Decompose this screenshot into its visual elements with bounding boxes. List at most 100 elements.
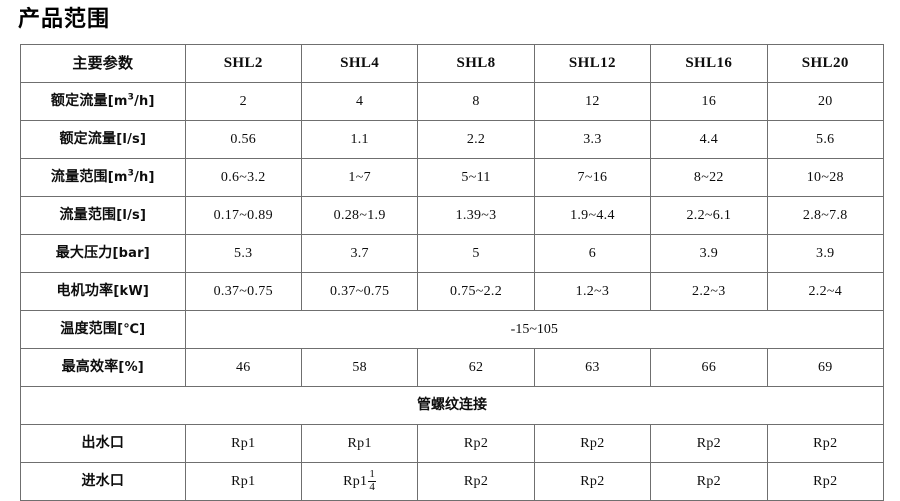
column-header-model-shl8: SHL8: [417, 44, 535, 83]
row-label-inlet: 进水口: [20, 462, 186, 501]
cell-rated-flow-m3h-shl20: 20: [766, 82, 885, 121]
cell-outlet-shl2: Rp1: [184, 424, 302, 463]
cell-flow-range-m3h-shl2: 0.6~3.2: [184, 158, 302, 197]
cell-outlet-shl12: Rp2: [533, 424, 652, 463]
fraction-denominator: 4: [369, 480, 376, 493]
cell-flow-range-ls-shl4: 0.28~1.9: [300, 196, 419, 235]
column-header-model-shl20: SHL20: [766, 44, 885, 83]
column-header-parameter: 主要参数: [20, 44, 186, 83]
row-label-text: 最高效率: [61, 359, 119, 375]
cell-inlet-shl16: Rp2: [650, 462, 768, 501]
fraction-numerator: 1: [368, 468, 377, 482]
cell-rated-flow-ls-shl2: 0.56: [184, 120, 302, 159]
cell-flow-range-ls-shl2: 0.17~0.89: [184, 196, 302, 235]
page-title: 产品范围: [18, 7, 111, 32]
cell-flow-range-ls-shl12: 1.9~4.4: [533, 196, 652, 235]
row-unit-text: [kW]: [113, 284, 150, 299]
cell-rated-flow-ls-shl4: 1.1: [300, 120, 419, 159]
cell-max-pressure-shl4: 3.7: [300, 234, 419, 273]
row-unit-text: [l/s]: [116, 208, 147, 223]
cell-flow-range-ls-shl20: 2.8~7.8: [766, 196, 885, 235]
cell-max-pressure-shl16: 3.9: [650, 234, 768, 273]
row-label-rated-flow-m3h: 额定流量[m3/h]: [20, 82, 186, 121]
row-label-max-pressure: 最大压力[bar]: [20, 234, 186, 273]
cell-rated-flow-ls-shl16: 4.4: [650, 120, 768, 159]
table-row-thread-section-title: 管螺纹连接: [20, 386, 884, 425]
cell-max-pressure-shl2: 5.3: [184, 234, 302, 273]
cell-outlet-shl4: Rp1: [300, 424, 419, 463]
row-label-text: 流量范围: [50, 169, 108, 185]
cell-motor-power-shl2: 0.37~0.75: [184, 272, 302, 311]
cell-flow-range-ls-shl8: 1.39~3: [417, 196, 535, 235]
row-label-text: 最大压力: [55, 245, 113, 261]
cell-inlet-shl4: Rp1 1 4: [300, 462, 419, 501]
table-row: 流量范围[m3/h] 0.6~3.2 1~7 5~11 7~16 8~22 10…: [20, 158, 885, 197]
row-unit-text: [%]: [118, 360, 144, 375]
row-label-rated-flow-ls: 额定流量[l/s]: [20, 120, 186, 159]
row-label-flow-range-ls: 流量范围[l/s]: [20, 196, 186, 235]
cell-max-efficiency-shl2: 46: [184, 348, 302, 387]
column-header-model-shl4: SHL4: [300, 44, 419, 83]
table-row-inlet: 进水口 Rp1 Rp1 1 4 Rp2 Rp2 Rp2 Rp2: [20, 462, 885, 501]
cell-flow-range-m3h-shl4: 1~7: [300, 158, 419, 197]
cell-max-efficiency-shl4: 58: [300, 348, 419, 387]
cell-rated-flow-m3h-shl8: 8: [417, 82, 535, 121]
spec-table-container: 主要参数 SHL2 SHL4 SHL8 SHL12 SHL16 SHL20 额定…: [20, 44, 885, 501]
row-label-text: 额定流量: [59, 131, 117, 147]
table-row: 额定流量[l/s] 0.56 1.1 2.2 3.3 4.4 5.6: [20, 120, 885, 159]
thread-connection-section-title: 管螺纹连接: [20, 386, 884, 425]
cell-outlet-shl20: Rp2: [766, 424, 885, 463]
cell-inlet-shl12: Rp2: [533, 462, 652, 501]
cell-rated-flow-m3h-shl16: 16: [650, 82, 768, 121]
cell-rated-flow-ls-shl8: 2.2: [417, 120, 535, 159]
cell-inlet-shl8: Rp2: [417, 462, 535, 501]
cell-max-efficiency-shl8: 62: [417, 348, 535, 387]
table-row-efficiency: 最高效率[%] 46 58 62 63 66 69: [20, 348, 885, 387]
row-label-outlet: 出水口: [20, 424, 186, 463]
table-row-temperature: 温度范围[℃] -15~105: [20, 310, 885, 349]
column-header-model-shl16: SHL16: [650, 44, 768, 83]
table-row: 流量范围[l/s] 0.17~0.89 0.28~1.9 1.39~3 1.9~…: [20, 196, 885, 235]
row-label-temperature-range: 温度范围[℃]: [20, 310, 186, 349]
cell-temperature-range-all-models: -15~105: [184, 310, 885, 349]
table-row: 额定流量[m3/h] 2 4 8 12 16 20: [20, 82, 885, 121]
cell-flow-range-m3h-shl20: 10~28: [766, 158, 885, 197]
cell-motor-power-shl12: 1.2~3: [533, 272, 652, 311]
cell-max-efficiency-shl12: 63: [533, 348, 652, 387]
row-unit-text: [bar]: [112, 246, 150, 261]
cell-max-efficiency-shl20: 69: [766, 348, 885, 387]
cell-outlet-shl16: Rp2: [650, 424, 768, 463]
row-label-max-efficiency: 最高效率[%]: [20, 348, 186, 387]
row-unit-text: [℃]: [117, 322, 146, 337]
cell-inlet-shl20: Rp2: [766, 462, 885, 501]
cell-max-efficiency-shl16: 66: [650, 348, 768, 387]
cell-rated-flow-m3h-shl12: 12: [533, 82, 652, 121]
table-header-row: 主要参数 SHL2 SHL4 SHL8 SHL12 SHL16 SHL20: [20, 44, 885, 83]
row-label-motor-power: 电机功率[kW]: [20, 272, 186, 311]
table-row-outlet: 出水口 Rp1 Rp1 Rp2 Rp2 Rp2 Rp2: [20, 424, 885, 463]
cell-rated-flow-ls-shl20: 5.6: [766, 120, 885, 159]
row-label-text: 电机功率: [56, 283, 114, 299]
cell-inlet-shl2: Rp1: [184, 462, 302, 501]
row-label-flow-range-m3h: 流量范围[m3/h]: [20, 158, 186, 197]
cell-max-pressure-shl20: 3.9: [766, 234, 885, 273]
cell-outlet-shl8: Rp2: [417, 424, 535, 463]
row-unit-text: [m3/h]: [107, 92, 155, 109]
row-label-text: 温度范围: [60, 321, 118, 337]
cell-max-pressure-shl8: 5: [417, 234, 535, 273]
inlet-shl4-base: Rp1: [343, 473, 368, 489]
table-row: 电机功率[kW] 0.37~0.75 0.37~0.75 0.75~2.2 1.…: [20, 272, 885, 311]
cell-motor-power-shl8: 0.75~2.2: [417, 272, 535, 311]
product-specification-table: 主要参数 SHL2 SHL4 SHL8 SHL12 SHL16 SHL20 额定…: [20, 44, 885, 501]
row-unit-text: [l/s]: [116, 132, 147, 147]
cell-flow-range-m3h-shl12: 7~16: [533, 158, 652, 197]
row-label-text: 流量范围: [59, 207, 117, 223]
cell-flow-range-m3h-shl8: 5~11: [417, 158, 535, 197]
cell-flow-range-m3h-shl16: 8~22: [650, 158, 768, 197]
cell-rated-flow-m3h-shl4: 4: [300, 82, 419, 121]
cell-motor-power-shl4: 0.37~0.75: [300, 272, 419, 311]
cell-rated-flow-ls-shl12: 3.3: [533, 120, 652, 159]
cell-rated-flow-m3h-shl2: 2: [184, 82, 302, 121]
